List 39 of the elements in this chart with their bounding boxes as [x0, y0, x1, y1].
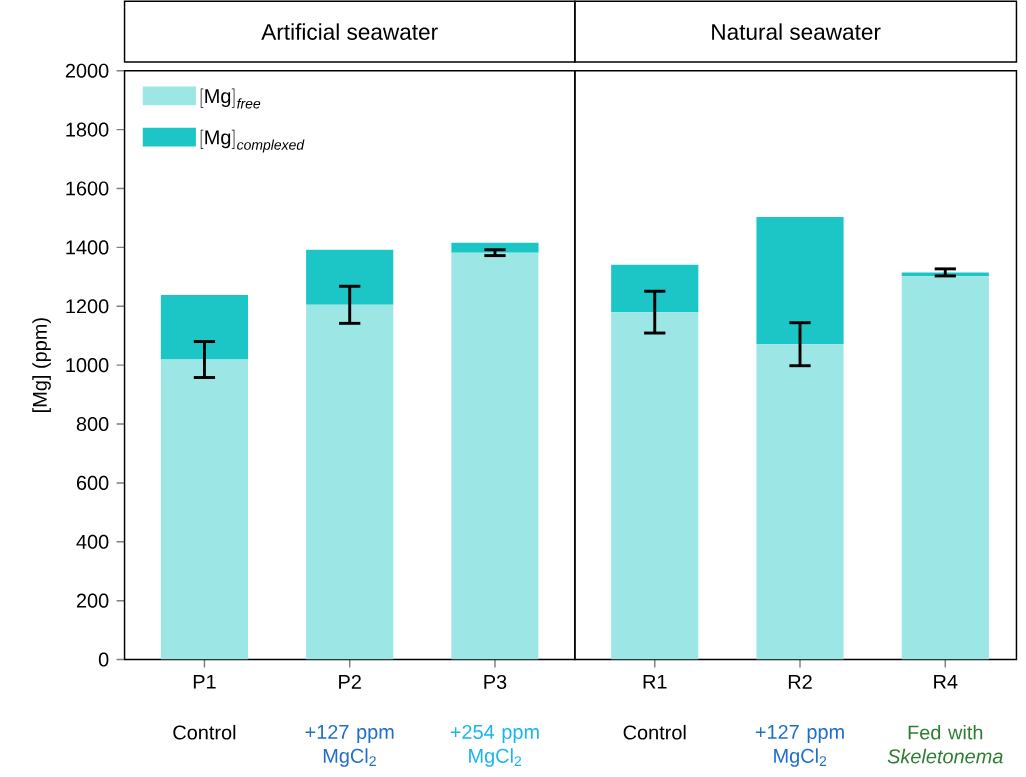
x-tick-label: P2	[339, 674, 361, 689]
bar	[611, 264, 699, 313]
text: Control	[623, 724, 686, 740]
y-tick-label: 1200	[66, 299, 109, 314]
y-tick-label: 1400	[66, 240, 109, 255]
text: Control	[173, 724, 236, 740]
y-tick-label: 1800	[66, 122, 109, 137]
y-tick-label: 1600	[66, 181, 109, 196]
bar	[160, 295, 249, 360]
bar	[756, 217, 844, 345]
chart-title: Natural seawater	[712, 23, 881, 40]
x-tick-label: P1	[193, 674, 216, 689]
legend-label: $\mathrm{[Mg]}_{\mathit{free}}$	[200, 88, 261, 109]
legend-label: $\mathrm{[Mg]}_{\mathit{complexed}}$	[200, 129, 305, 153]
y-tick-label: 0	[98, 652, 109, 667]
x-tick-label: R1	[643, 674, 667, 689]
y-tick-label: 400	[76, 534, 109, 549]
bar	[611, 312, 699, 660]
bar	[451, 252, 539, 660]
text: +127 ppm MgCl$_{2}$	[305, 724, 394, 767]
y-tick-label: 1000	[66, 358, 109, 373]
x-tick-label: R4	[934, 674, 958, 689]
y-tick-label: 2000	[65, 63, 109, 78]
y-tick-label: 600	[76, 475, 109, 490]
x-tick-label: P3	[484, 674, 507, 689]
bar	[756, 344, 844, 660]
text: +254 ppm MgCl$_{2}$	[450, 724, 539, 767]
bar	[451, 242, 539, 253]
x-tick-label: R2	[788, 674, 812, 689]
text: Fed with Skeletonema	[887, 724, 1003, 764]
bar	[306, 249, 394, 305]
y-axis-title: [Mg] (ppm)	[32, 318, 51, 412]
y-tick-label: 800	[76, 416, 109, 432]
bar	[160, 359, 249, 660]
y-tick-label: 200	[76, 593, 109, 608]
text: +127 ppm MgCl$_{2}$	[755, 724, 844, 767]
bar	[306, 304, 394, 660]
chart-title: Artificial seawater	[261, 23, 438, 40]
bar	[901, 276, 989, 660]
